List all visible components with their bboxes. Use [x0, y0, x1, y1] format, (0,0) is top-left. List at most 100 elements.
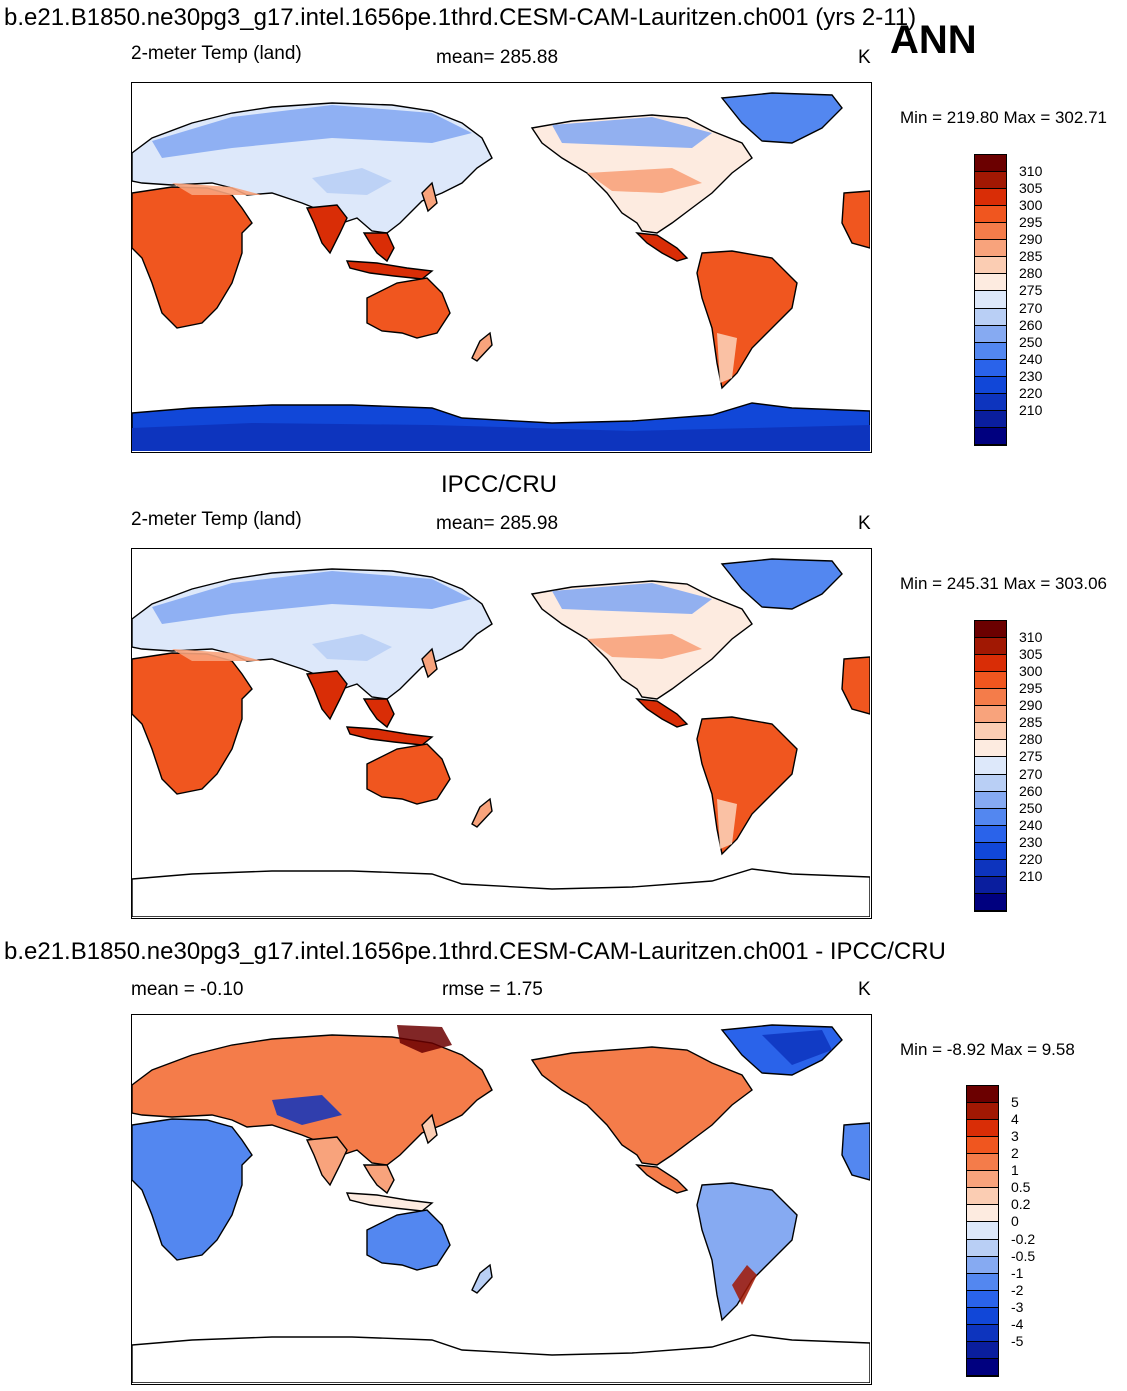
panel3-colorbar-swatch [967, 1358, 998, 1376]
panel2-units: K [858, 513, 871, 534]
panel2-variable-title: 2-meter Temp (land) [131, 509, 302, 530]
panel3-colorbar-swatch [967, 1324, 998, 1342]
panel3-colorbar-swatch [967, 1290, 998, 1308]
panel3-colorbar-swatch [967, 1171, 998, 1189]
panel3-colorbar-swatch [967, 1341, 998, 1359]
panel1-colorbar-tick-label: 210 [1019, 401, 1043, 418]
panel1-colorbar-swatch [975, 410, 1006, 428]
panel3-minmax: Min = -8.92 Max = 9.58 [900, 1040, 1075, 1059]
panel3-anomaly-patch [397, 1025, 452, 1053]
panel2-colorbar-swatch [975, 774, 1006, 792]
panel3-colorbar-swatch [967, 1154, 998, 1172]
panel1-colorbar-swatch [975, 342, 1006, 360]
panel2-temp-band [172, 649, 262, 661]
panel1-temp-band [717, 333, 737, 383]
panel2-colorbar-swatch [975, 859, 1006, 877]
panel3-colorbar-tick-label: 0 [1011, 1213, 1019, 1230]
panel3-land-antarctica [132, 1334, 870, 1383]
panel1-mean: mean= 285.88 [436, 47, 559, 68]
panel1-colorbar-swatch [975, 240, 1006, 258]
panel1-colorbar-swatch [975, 274, 1006, 292]
panel3-rmse: rmse = 1.75 [442, 979, 543, 1000]
panel1-colorbar-tick-label: 285 [1019, 248, 1043, 265]
panel1-units: K [858, 47, 871, 68]
panel2-land-samerica [696, 716, 798, 856]
panel1-colorbar-tick-label: 220 [1019, 384, 1043, 401]
panel2-colorbar-swatch [975, 791, 1006, 809]
season-label: ANN [890, 18, 977, 62]
panel2-colorbar-tick-label: 285 [1019, 714, 1043, 731]
panel3-land-samerica [696, 1182, 798, 1322]
panel1-land-australia [366, 277, 451, 339]
panel3-land-japan [421, 1113, 438, 1145]
panel3-colorbar-tick-label: -4 [1011, 1315, 1024, 1332]
panel2-colorbar-swatch [975, 638, 1006, 656]
panel1-colorbar-swatch [975, 223, 1006, 241]
panel3-anomaly-patch [272, 1095, 342, 1125]
panel3-colorbar-swatch [967, 1120, 998, 1138]
figure-title: b.e21.B1850.ne30pg3_g17.intel.1656pe.1th… [4, 4, 917, 31]
panel2-colorbar-swatch [975, 893, 1006, 911]
panel2-colorbar-swatch [975, 689, 1006, 707]
panel2-colorbar-tick-label: 305 [1019, 646, 1043, 663]
panel1-colorbar-tick-label: 250 [1019, 333, 1043, 350]
panel1-map [131, 82, 872, 453]
panel2-colorbar-tick-label: 240 [1019, 816, 1043, 833]
panel2-colorbar-swatch [975, 808, 1006, 826]
panel3-colorbar-swatch [967, 1137, 998, 1155]
panel3-colorbar-tick-label: 1 [1011, 1162, 1019, 1179]
panel1-temp-band [552, 117, 712, 148]
panel3-colorbar-swatch [967, 1239, 998, 1257]
panel1-land-samerica [696, 250, 798, 390]
panel1-colorbar-tick-label: 310 [1019, 163, 1043, 180]
panel3-land-seasia [362, 1164, 395, 1195]
panel2-colorbar-swatch [975, 842, 1006, 860]
panel1-land-seasia [362, 232, 395, 263]
panel1-temp-band [172, 183, 262, 195]
panel3-colorbar-tick-label: 0.2 [1011, 1196, 1031, 1213]
panel3-colorbar-swatch [967, 1222, 998, 1240]
panel2-land-antarctica [132, 868, 870, 917]
panel1-colorbar-tick-label: 280 [1019, 265, 1043, 282]
panel2-land-camerica [635, 698, 689, 728]
panel3-land-namerica [530, 1046, 753, 1166]
panel1-colorbar-swatch [975, 308, 1006, 326]
panel1-land-greenland [720, 92, 843, 144]
panel1-temp-band [152, 105, 472, 158]
panel2-colorbar-swatch [975, 672, 1006, 690]
panel1-colorbar-tick-label: 305 [1019, 180, 1043, 197]
panel2-map [131, 548, 872, 919]
panel3-land-india [305, 1136, 348, 1187]
panel1-colorbar-tick-label: 270 [1019, 299, 1043, 316]
panel1-colorbar-swatch [975, 427, 1006, 445]
panel1-colorbar-tick-label: 295 [1019, 214, 1043, 231]
panel2-temp-band [152, 571, 472, 624]
panel1-antarctica-interior [132, 423, 870, 451]
panel3-colorbar-tick-label: 0.5 [1011, 1179, 1031, 1196]
panel1-colorbar-tick-label: 260 [1019, 316, 1043, 333]
panel1-land-africa [132, 186, 253, 329]
panel1-colorbar-tick-label: 300 [1019, 197, 1043, 214]
panel1-colorbar-swatch [975, 189, 1006, 207]
panel3-colorbar-tick-label: 5 [1011, 1094, 1019, 1111]
panel2-colorbar-tick-label: 290 [1019, 697, 1043, 714]
panel2-colorbar-swatch [975, 825, 1006, 843]
panel2-colorbar-tick-label: 260 [1019, 782, 1043, 799]
panel3-land-nz [471, 1263, 493, 1294]
panel3-land-australia [366, 1209, 451, 1271]
panel2-colorbar-tick-label: 280 [1019, 731, 1043, 748]
panel3-section-title: b.e21.B1850.ne30pg3_g17.intel.1656pe.1th… [4, 938, 946, 965]
panel3-colorbar-tick-label: 3 [1011, 1128, 1019, 1145]
panel2-colorbar-swatch [975, 876, 1006, 894]
panel3-colorbar-tick-label: -1 [1011, 1264, 1024, 1281]
panel1-land-nz [471, 331, 493, 362]
panel2-section-title: IPCC/CRU [441, 471, 558, 498]
panel2-land-seasia [362, 698, 395, 729]
panel2-colorbar-tick-label: 230 [1019, 833, 1043, 850]
panel2-land-westafr_right [841, 656, 870, 715]
panel2-colorbar-tick-label: 310 [1019, 629, 1043, 646]
panel1-land-westafr_right [841, 190, 870, 249]
panel2-colorbar-tick-label: 295 [1019, 680, 1043, 697]
panel3-colorbar-tick-label: -0.2 [1011, 1230, 1036, 1247]
panel1-land-camerica [635, 232, 689, 262]
